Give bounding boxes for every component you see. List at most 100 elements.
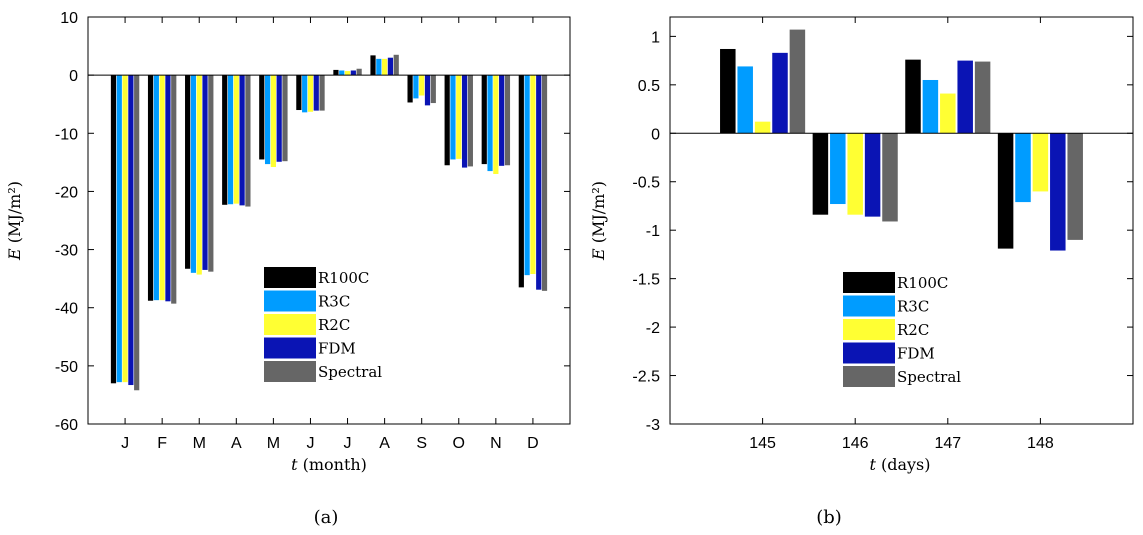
bar-r100c-7 bbox=[370, 55, 376, 76]
bar-r100c-4 bbox=[259, 75, 265, 160]
y-tick-label: -1 bbox=[646, 223, 660, 240]
x-tick-label: J bbox=[121, 435, 129, 452]
bar-fdm-8 bbox=[424, 75, 431, 106]
legend-label-r2c: R2C bbox=[897, 321, 929, 339]
legend-label-r3c: R3C bbox=[897, 298, 929, 316]
y-tick-label: -20 bbox=[55, 184, 78, 201]
bar-r2c-3 bbox=[233, 75, 239, 204]
y-axis-label: E (MJ/m²) bbox=[589, 181, 608, 261]
legend-swatch-r3c bbox=[843, 295, 895, 317]
bar-r3c-9 bbox=[450, 75, 456, 160]
bar-r3c-3 bbox=[1015, 133, 1031, 203]
bar-fdm-1 bbox=[864, 133, 881, 217]
y-tick-label: -1.5 bbox=[632, 272, 660, 289]
bar-r100c-0 bbox=[110, 75, 117, 384]
bar-r3c-8 bbox=[413, 75, 419, 99]
y-tick-label: 1 bbox=[651, 29, 660, 46]
bar-r2c-5 bbox=[307, 75, 314, 112]
x-tick-label: 146 bbox=[842, 435, 869, 452]
bar-r100c-6 bbox=[333, 69, 339, 76]
bar-spectral-2 bbox=[208, 75, 214, 272]
bar-r100c-9 bbox=[444, 75, 450, 166]
y-tick-label: -60 bbox=[55, 417, 78, 434]
x-tick-label: F bbox=[157, 435, 167, 452]
bar-fdm-10 bbox=[499, 75, 505, 166]
bar-r100c-3 bbox=[997, 133, 1014, 249]
bar-spectral-2 bbox=[974, 61, 991, 134]
legend-label-spectral: Spectral bbox=[318, 363, 382, 381]
bar-r100c-2 bbox=[185, 75, 191, 269]
axes-box bbox=[669, 16, 1134, 425]
y-tick-label: 0.5 bbox=[638, 78, 660, 95]
bar-fdm-4 bbox=[276, 75, 282, 162]
legend-swatch-fdm bbox=[264, 337, 316, 359]
y-tick-label: -30 bbox=[55, 243, 78, 260]
bar-spectral-3 bbox=[1067, 133, 1083, 240]
bar-r2c-3 bbox=[1032, 133, 1049, 192]
chart-a: 10 0 -10 -20 -30 -40 -50 -60 J F M A M J J A S O N Dt (mont… bbox=[5, 10, 571, 528]
bar-r3c-7 bbox=[376, 58, 382, 76]
bar-r2c-8 bbox=[419, 75, 425, 96]
bar-r2c-0 bbox=[122, 75, 128, 383]
y-tick-label: 0 bbox=[69, 68, 78, 85]
y-tick-label: -50 bbox=[55, 359, 78, 376]
bar-r3c-1 bbox=[153, 75, 159, 301]
legend: R100C R3C R2C FDM Spectral bbox=[264, 267, 382, 382]
bar-r2c-4 bbox=[270, 75, 276, 168]
bar-r3c-4 bbox=[264, 75, 271, 165]
x-tick-label: D bbox=[527, 435, 539, 452]
panel-caption: (b) bbox=[816, 507, 842, 528]
bar-r3c-2 bbox=[190, 75, 197, 273]
legend-label-spectral: Spectral bbox=[897, 368, 961, 386]
bar-r2c-1 bbox=[159, 75, 165, 301]
x-axis-label: t (month) bbox=[291, 455, 367, 474]
legend-swatch-fdm bbox=[843, 342, 895, 364]
y-tick-label: -40 bbox=[55, 301, 78, 318]
x-tick-label: A bbox=[379, 435, 390, 452]
bar-r2c-11 bbox=[530, 75, 536, 274]
bar-fdm-7 bbox=[387, 57, 394, 76]
bar-r100c-2 bbox=[905, 59, 921, 134]
bar-r3c-1 bbox=[830, 133, 846, 205]
bar-spectral-10 bbox=[504, 75, 511, 166]
bar-r3c-3 bbox=[227, 75, 234, 205]
bar-r2c-2 bbox=[940, 93, 956, 134]
bar-r2c-10 bbox=[493, 75, 499, 174]
bar-spectral-3 bbox=[245, 75, 251, 207]
bar-fdm-1 bbox=[165, 75, 171, 302]
y-tick-label: -2.5 bbox=[632, 369, 660, 386]
bar-r2c-1 bbox=[847, 133, 863, 215]
bar-r100c-0 bbox=[720, 48, 736, 134]
legend-label-r2c: R2C bbox=[318, 316, 350, 334]
bar-spectral-1 bbox=[882, 133, 898, 222]
panel-caption: (a) bbox=[314, 507, 339, 528]
y-tick-label: 0 bbox=[651, 126, 660, 143]
legend-swatch-r3c bbox=[264, 290, 316, 312]
bar-fdm-0 bbox=[772, 52, 788, 134]
bar-spectral-5 bbox=[319, 75, 325, 111]
bar-spectral-6 bbox=[356, 68, 362, 76]
y-axis-label: E (MJ/m²) bbox=[5, 181, 24, 261]
chart-b: 1 0.5 0 -0.5 -1 -1.5 -2 -2.5 -3 145 146 147 148 t (da… bbox=[589, 16, 1134, 528]
bar-r100c-11 bbox=[518, 75, 524, 288]
legend-label-r100c: R100C bbox=[318, 269, 369, 287]
bar-spectral-0 bbox=[789, 29, 806, 134]
x-tick-label: M bbox=[267, 435, 280, 452]
bar-spectral-4 bbox=[282, 75, 288, 162]
legend-swatch-r100c bbox=[843, 272, 895, 293]
bar-r3c-2 bbox=[922, 79, 939, 134]
x-tick-label: 145 bbox=[749, 435, 776, 452]
bar-r100c-1 bbox=[812, 133, 829, 215]
bar-spectral-11 bbox=[541, 75, 548, 291]
bar-r2c-9 bbox=[456, 75, 462, 159]
legend-swatch-spectral bbox=[264, 361, 316, 382]
bar-spectral-0 bbox=[134, 75, 140, 391]
bar-r100c-5 bbox=[296, 75, 302, 111]
bar-spectral-7 bbox=[393, 54, 399, 76]
x-axis-label: t (days) bbox=[869, 455, 930, 474]
bar-r3c-6 bbox=[339, 70, 345, 76]
y-tick-label: -2 bbox=[646, 320, 660, 337]
bar-r2c-0 bbox=[754, 121, 771, 134]
x-tick-label: J bbox=[344, 435, 352, 452]
